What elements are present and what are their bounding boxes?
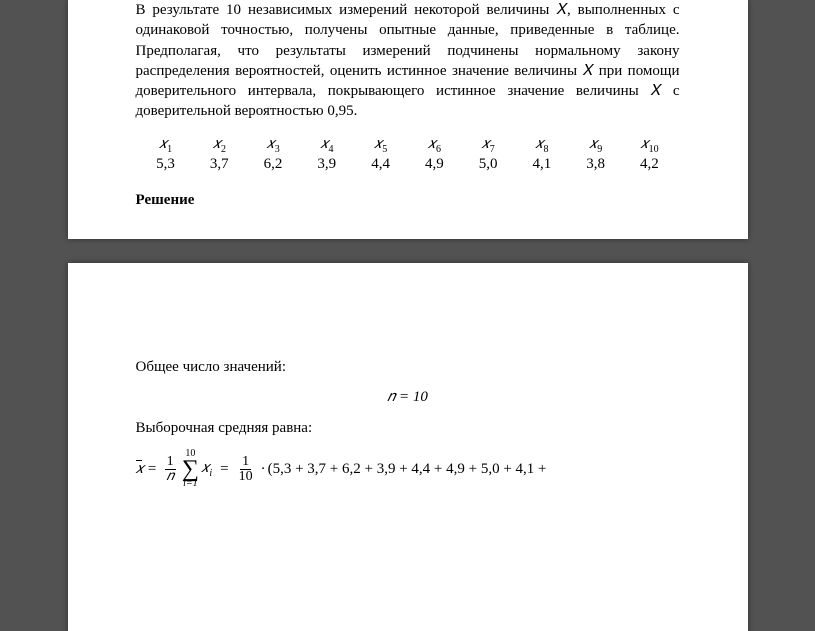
column-value: 6,2 xyxy=(264,155,283,175)
n-equals-10: 𝑛 = 10 xyxy=(136,388,680,406)
column-value: 3,8 xyxy=(586,155,605,175)
table-column: 𝑥93,8 xyxy=(572,136,620,175)
table-column: 𝑥104,2 xyxy=(625,136,673,175)
column-header: 𝑥2 xyxy=(213,136,226,155)
column-value: 5,0 xyxy=(479,155,498,175)
column-value: 5,3 xyxy=(156,155,175,175)
data-table: 𝑥15,3𝑥23,7𝑥36,2𝑥43,9𝑥54,4𝑥64,9𝑥75,0𝑥84,1… xyxy=(136,136,680,175)
column-value: 4,9 xyxy=(425,155,444,175)
column-value: 4,2 xyxy=(640,155,659,175)
document-viewport: В результате 10 независимых измерений не… xyxy=(0,0,815,631)
column-header: 𝑥3 xyxy=(266,136,279,155)
column-header: 𝑥7 xyxy=(481,136,494,155)
table-column: 𝑥23,7 xyxy=(195,136,243,175)
table-column: 𝑥84,1 xyxy=(518,136,566,175)
column-value: 4,4 xyxy=(371,155,390,175)
column-header: 𝑥1 xyxy=(159,136,172,155)
problem-statement: В результате 10 независимых измерений не… xyxy=(136,0,680,122)
table-column: 𝑥15,3 xyxy=(142,136,190,175)
fraction-1-over-n: 1 𝑛 xyxy=(164,455,176,484)
sample-mean-label: Выборочная средняя равна: xyxy=(136,420,680,437)
total-count-label: Общее число значений: xyxy=(136,359,680,376)
column-header: 𝑥9 xyxy=(589,136,602,155)
equals-sign-2: = xyxy=(220,461,228,478)
sum-xi: 𝑥i xyxy=(201,459,212,479)
column-value: 4,1 xyxy=(532,155,551,175)
dot-multiplier: · xyxy=(261,461,266,478)
column-header: 𝑥6 xyxy=(428,136,441,155)
column-header: 𝑥5 xyxy=(374,136,387,155)
sum-expansion: (5,3 + 3,7 + 6,2 + 3,9 + 4,4 + 4,9 + 5,0… xyxy=(268,461,547,478)
sigma-symbol: 10 ∑ i=1 xyxy=(182,449,199,489)
page-2: Общее число значений: 𝑛 = 10 Выборочная … xyxy=(68,263,748,631)
column-value: 3,9 xyxy=(317,155,336,175)
table-column: 𝑥75,0 xyxy=(464,136,512,175)
column-header: 𝑥4 xyxy=(320,136,333,155)
column-header: 𝑥8 xyxy=(535,136,548,155)
x-bar-symbol: 𝑥 xyxy=(136,460,144,478)
solution-heading: Решение xyxy=(136,192,680,209)
table-column: 𝑥36,2 xyxy=(249,136,297,175)
column-header: 𝑥10 xyxy=(640,136,658,155)
column-value: 3,7 xyxy=(210,155,229,175)
equals-sign-1: = xyxy=(148,461,156,478)
table-column: 𝑥43,9 xyxy=(303,136,351,175)
page-1: В результате 10 независимых измерений не… xyxy=(68,0,748,239)
table-column: 𝑥54,4 xyxy=(357,136,405,175)
fraction-1-over-10: 1 10 xyxy=(237,455,255,484)
table-column: 𝑥64,9 xyxy=(410,136,458,175)
sample-mean-formula: 𝑥 = 1 𝑛 10 ∑ i=1 𝑥i = 1 10 · (5,3 + 3,7 … xyxy=(136,449,680,489)
